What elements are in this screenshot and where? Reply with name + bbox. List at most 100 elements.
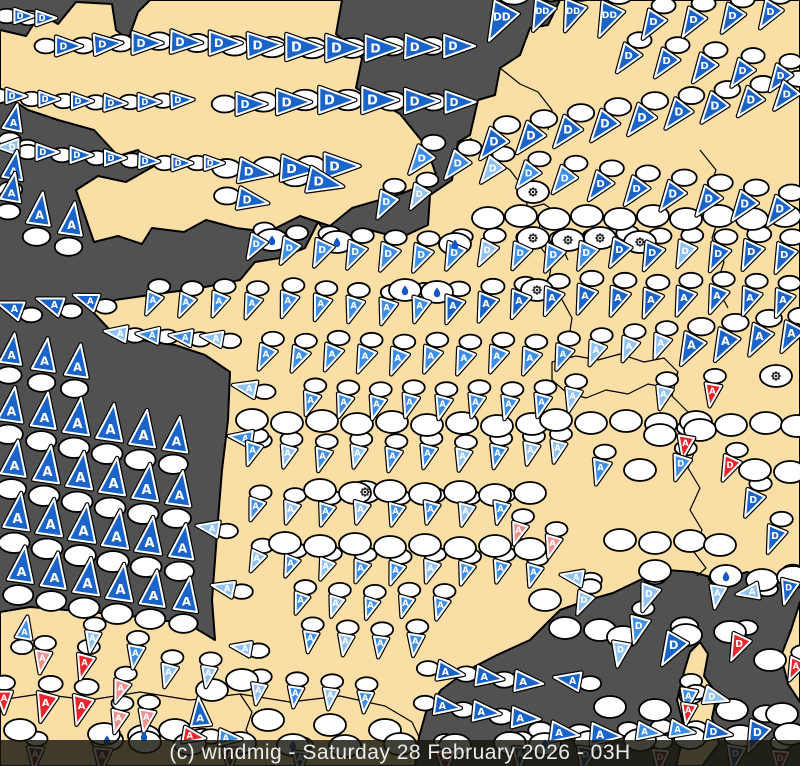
wind-arrow-label: D: [331, 42, 342, 57]
wind-arrow-label: D: [704, 193, 713, 205]
wind-arrow-head: [593, 457, 612, 486]
wind-arrow-head: [516, 120, 547, 155]
wind-arrow-label: A: [254, 554, 261, 564]
wind-arrow-label: D: [253, 38, 263, 52]
wind-arrow: [0, 689, 15, 716]
wind-arrow-head: [526, 563, 544, 588]
wind-arrow-head: [565, 386, 583, 413]
fog-dot: [598, 236, 602, 240]
fog-dot: [566, 238, 570, 242]
wind-arrow-label: A: [40, 410, 50, 425]
wind-arrow-head: [280, 444, 298, 469]
wind-arrow-label: A: [581, 291, 589, 302]
wind-arrow-label: A: [216, 297, 223, 307]
wind-arrow-label: DD: [535, 6, 549, 16]
wind-arrow-head: [318, 86, 357, 114]
wind-arrow-label: D: [450, 96, 459, 109]
wind-arrow: [547, 719, 582, 744]
wind-arrow: [520, 345, 544, 377]
wind-arrow-label: D: [753, 726, 762, 739]
wind-arrow: [641, 239, 667, 273]
wind-arrow-head: [543, 286, 565, 316]
wind-arrow-head: [178, 292, 197, 318]
wind-arrow-label: A: [493, 352, 500, 362]
wind-arrow: [102, 148, 129, 168]
wind-arrow-label: A: [182, 333, 189, 343]
wind-arrow-head: [32, 444, 60, 485]
wind-arrow: [245, 231, 270, 262]
wind-arrow-head: [285, 33, 324, 61]
calm-ellipse: [678, 271, 704, 290]
fog-dot: [641, 243, 644, 246]
wind-arrow: [707, 283, 731, 316]
wind-arrow-head: [232, 380, 259, 399]
wind-arrow-head: [67, 503, 97, 544]
wind-arrow-label: A: [680, 293, 688, 304]
wind-arrow-label: A: [319, 452, 326, 462]
calm-ellipse: [157, 453, 189, 475]
wind-arrow: [765, 523, 789, 556]
fog-dot: [569, 241, 572, 244]
wind-arrow-head: [385, 446, 403, 473]
wind-arrow-head: [338, 633, 355, 657]
wind-arrow-label: D: [107, 154, 114, 164]
wind-arrow: [0, 170, 23, 205]
wind-arrow-label: A: [555, 728, 563, 739]
wind-arrow: [356, 689, 376, 715]
wind-arrow-label: D: [291, 41, 302, 56]
wind-arrow: [188, 695, 214, 729]
wind-arrow-label: A: [196, 713, 204, 724]
wind-arrow: [12, 6, 37, 26]
wind-arrow-label: A: [597, 464, 604, 474]
wind-arrow-head: [564, 0, 588, 33]
wind-arrow-label: A: [402, 599, 409, 609]
wind-arrow-head: [780, 320, 800, 353]
wind-arrow-label: A: [8, 188, 16, 199]
wind-arrow-label: D: [668, 188, 677, 200]
wind-arrow: [160, 661, 181, 690]
wind-arrow: [169, 90, 196, 111]
calm-ellipse: [375, 410, 409, 434]
fog-symbol-icon: [532, 285, 542, 295]
calm-ellipse: [35, 590, 68, 612]
wind-arrow: [71, 555, 102, 598]
wind-arrow-head: [408, 144, 436, 175]
wind-arrow: [250, 681, 269, 707]
wind-arrow-head: [677, 434, 696, 460]
wind-arrow-head: [357, 690, 374, 714]
wind-arrow-label: A: [377, 639, 384, 649]
wind-arrow-head: [71, 92, 94, 110]
wind-arrow-head: [0, 171, 22, 204]
wind-arrow-label: DD: [493, 11, 511, 23]
wind-arrow-head: [774, 288, 796, 318]
wind-arrow-label: A: [746, 293, 754, 304]
wind-arrow-label: A: [367, 601, 374, 611]
wind-arrow: [772, 79, 800, 112]
wind-arrow-head: [105, 562, 133, 603]
wind-arrow-label: A: [329, 350, 336, 360]
fog-symbol-icon: [771, 371, 781, 381]
wind-arrow: [641, 286, 666, 320]
wind-arrow: [700, 684, 731, 706]
wind-arrow-head: [512, 521, 529, 546]
wind-arrow-head: [69, 146, 94, 164]
wind-arrow-head: [664, 97, 694, 130]
wind-arrow-label: A: [749, 588, 756, 598]
wind-arrow: [311, 236, 336, 269]
wind-arrow-head: [55, 35, 84, 57]
calm-ellipse: [303, 534, 337, 558]
wind-arrow-head: [532, 0, 557, 32]
wind-arrow: [728, 630, 753, 663]
fog-dot: [595, 236, 598, 240]
wind-arrow-head: [774, 242, 798, 274]
fog-dot: [771, 374, 774, 378]
wind-arrow-label: D: [689, 15, 697, 26]
wind-arrow-label: A: [641, 728, 648, 738]
calm-ellipse: [524, 333, 549, 351]
wind-arrow: [562, 0, 589, 34]
wind-arrow-head: [169, 29, 204, 54]
wind-arrow: [694, 183, 725, 218]
wind-arrow-label: A: [118, 684, 125, 694]
wind-arrow: [324, 32, 365, 64]
wind-arrow-head: [621, 335, 640, 363]
